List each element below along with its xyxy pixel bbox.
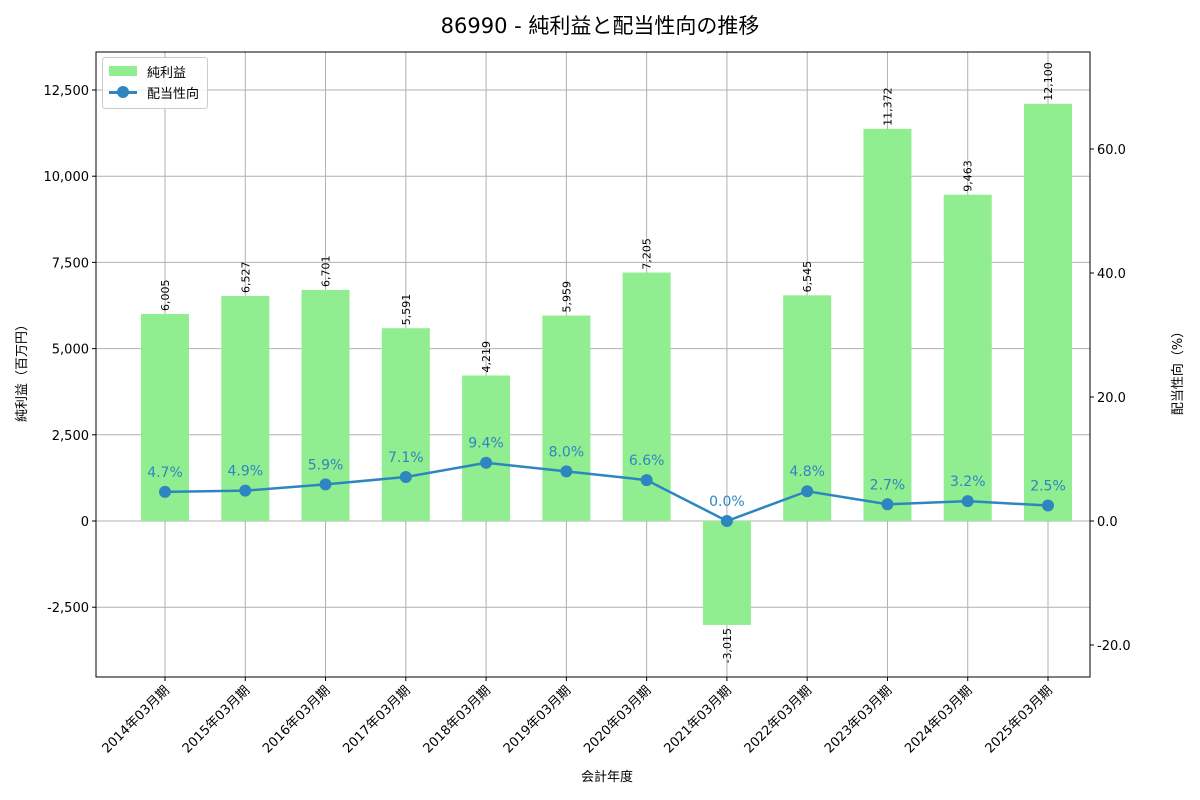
net-income-bar (221, 295, 270, 521)
payout-ratio-label: 5.9% (308, 457, 344, 473)
right-tick-label: 20.0 (1097, 391, 1126, 406)
left-tick-label: 2,500 (52, 429, 89, 444)
payout-ratio-point (480, 456, 493, 469)
payout-ratio-labels: 4.7% 4.9% 5.9% 7.1% 9.4% 8.0% 6.6% 0.0% 4.8% 2.7%… (147, 436, 1066, 510)
net-income-bar (783, 295, 832, 521)
x-tick-label: 2017年03月期 (340, 683, 413, 756)
legend: 純利益 配当性向 (102, 57, 208, 109)
x-tick-label: 2015年03月期 (180, 683, 253, 756)
line-marker-icon (109, 86, 137, 98)
payout-ratio-label: 3.2% (950, 474, 986, 490)
x-tick-label: 2022年03月期 (742, 683, 815, 756)
payout-ratio-label: 4.7% (147, 465, 183, 481)
payout-ratio-label: 2.7% (870, 477, 906, 493)
payout-ratio-point (881, 498, 894, 511)
legend-label-net-income: 純利益 (147, 65, 187, 81)
payout-ratio-point (720, 515, 733, 527)
bar-value-label: -3,015 (721, 628, 734, 663)
x-tick-label: 2014年03月期 (100, 683, 173, 756)
bar-value-labels: 6,005 6,527 6,701 5,591 4,219 5,959 7,205 -3,01… (159, 62, 1055, 663)
net-income-bar (381, 328, 430, 521)
payout-ratio-point (560, 465, 573, 478)
x-tick-label: 2025年03月期 (983, 683, 1056, 756)
legend-item-net-income: 純利益 (109, 62, 187, 81)
payout-ratio-point (319, 478, 332, 491)
left-tick-label: -2,500 (47, 601, 89, 616)
x-axis-label: 会計年度 (581, 769, 633, 785)
right-axis-ticks: -20.0 0.0 20.0 40.0 60.0 (1090, 143, 1131, 654)
net-income-bar (702, 521, 751, 625)
payout-ratio-label: 0.0% (709, 494, 745, 510)
payout-ratio-point (961, 495, 974, 508)
payout-ratio-point (399, 470, 412, 483)
payout-ratio-label: 7.1% (388, 450, 424, 466)
payout-ratio-label: 9.4% (468, 436, 504, 452)
legend-item-payout-ratio: 配当性向 (109, 83, 200, 102)
payout-ratio-point (1042, 499, 1054, 512)
payout-ratio-label: 6.6% (629, 453, 665, 469)
payout-ratio-point (801, 485, 814, 498)
net-income-bar (943, 194, 992, 521)
right-axis-label: 配当性向（%） (1170, 325, 1186, 415)
x-tick-label: 2020年03月期 (581, 683, 654, 756)
x-tick-label: 2024年03月期 (902, 683, 975, 756)
left-axis-label: 純利益（百万円） (15, 318, 30, 422)
x-tick-label: 2016年03月期 (260, 683, 333, 756)
net-income-bar (1024, 103, 1072, 522)
payout-ratio-label: 2.5% (1030, 479, 1066, 495)
x-tick-label: 2019年03月期 (501, 683, 574, 756)
left-axis-ticks: -2,500 0 2,500 5,000 7,500 10,000 12,500 (44, 84, 96, 616)
left-tick-label: 7,500 (52, 256, 89, 271)
bar-value-label: 6,545 (801, 261, 814, 293)
bar-value-label: 4,219 (480, 341, 493, 373)
bar-value-label: 9,463 (962, 160, 975, 192)
payout-ratio-label: 4.9% (227, 464, 263, 480)
left-tick-label: 12,500 (44, 84, 90, 99)
net-income-bar (863, 128, 912, 521)
bar-value-label: 6,527 (239, 261, 252, 293)
bar-value-label: 5,959 (560, 281, 573, 313)
bar-value-label: 6,005 (159, 279, 172, 311)
bar-value-label: 5,591 (400, 294, 413, 326)
payout-ratio-point (239, 484, 252, 497)
net-income-bar (542, 315, 591, 521)
left-tick-label: 10,000 (44, 170, 90, 185)
right-tick-label: -20.0 (1097, 639, 1131, 654)
right-tick-label: 40.0 (1097, 267, 1126, 282)
left-tick-label: 0 (81, 515, 89, 530)
plot-frame (95, 51, 1091, 678)
legend-label-payout-ratio: 配当性向 (147, 86, 200, 102)
bar-value-label: 7,205 (641, 238, 654, 270)
bar-swatch-icon (109, 66, 137, 76)
payout-ratio-point (640, 474, 653, 487)
chart-title: 86990 - 純利益と配当性向の推移 (440, 14, 760, 38)
bar-value-label: 6,701 (320, 255, 333, 287)
net-income-bar (462, 375, 511, 521)
payout-ratio-point (159, 485, 171, 498)
x-axis-ticks: 2014年03月期 2015年03月期 2016年03月期 2017年03月期 2018… (100, 677, 1056, 757)
payout-ratio-label: 8.0% (549, 444, 585, 460)
net-income-bars (141, 103, 1072, 625)
bar-value-label: 11,372 (881, 87, 894, 126)
x-tick-label: 2018年03月期 (421, 683, 494, 756)
x-tick-label: 2021年03月期 (661, 683, 734, 756)
payout-ratio-line (159, 456, 1054, 527)
payout-ratio-label: 4.8% (789, 464, 825, 480)
x-tick-label: 2023年03月期 (822, 683, 895, 756)
left-tick-label: 5,000 (52, 343, 89, 358)
bar-value-label: 12,100 (1042, 62, 1055, 101)
right-tick-label: 60.0 (1097, 143, 1126, 158)
right-tick-label: 0.0 (1097, 515, 1118, 530)
